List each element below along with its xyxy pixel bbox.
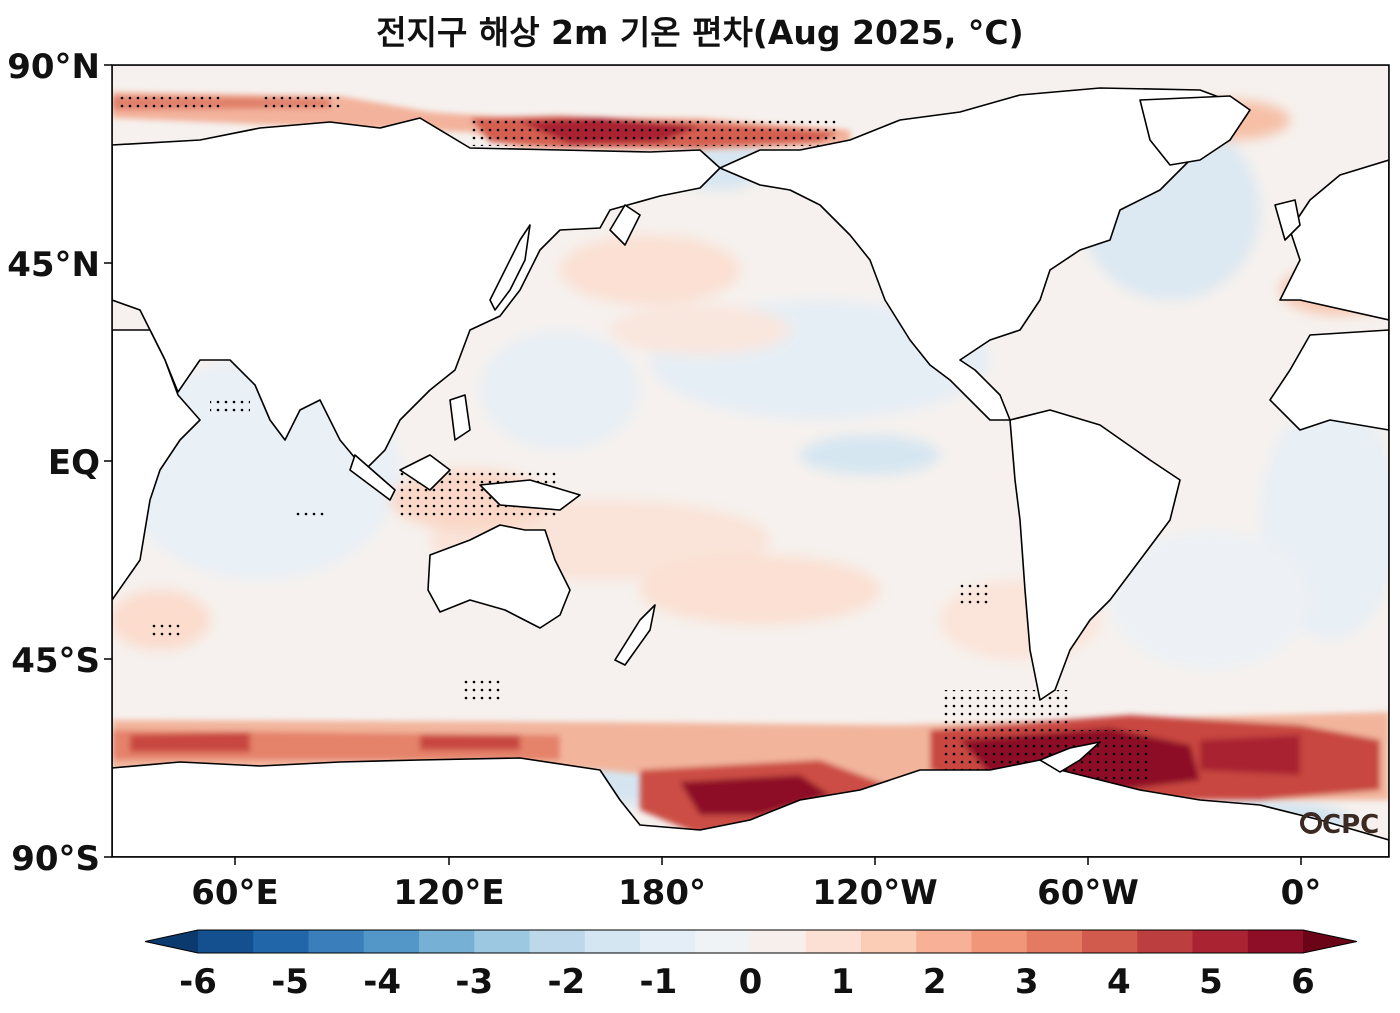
colorbar-extend-high <box>1303 930 1357 953</box>
lon-label-0: 0° <box>1281 873 1322 913</box>
colorbar-segment <box>695 930 751 953</box>
lon-label-120e: 120°E <box>393 873 504 913</box>
colorbar-tick-label: 2 <box>923 962 947 1002</box>
anomaly-field <box>112 65 1389 857</box>
colorbar-tick-label: 0 <box>739 962 763 1002</box>
lat-ticks <box>104 64 112 858</box>
colorbar-tick-label: 3 <box>1015 962 1039 1002</box>
colorbar-segment <box>805 930 862 953</box>
colorbar-tick-label: -2 <box>547 962 585 1002</box>
colorbar-segment <box>916 930 972 953</box>
colorbar-tick-label: -6 <box>179 962 217 1002</box>
colorbar-tick-label: -1 <box>640 962 678 1002</box>
colorbar-tick-label: 4 <box>1107 962 1131 1002</box>
colorbar-segment <box>253 930 309 953</box>
colorbar-tick-label: -3 <box>455 962 493 1002</box>
colorbar-segment <box>198 930 254 953</box>
lat-label-45n: 45°N <box>7 245 100 285</box>
colorbar-segment <box>861 930 917 953</box>
colorbar-tick-label: 1 <box>831 962 855 1002</box>
map-title: 전지구 해상 2m 기온 편차(Aug 2025, °C) <box>376 13 1024 52</box>
colorbar-segment <box>640 930 696 953</box>
colorbar-segment <box>1026 930 1083 953</box>
lon-label-120w: 120°W <box>812 873 937 913</box>
colorbar-outline <box>144 929 1358 954</box>
colorbar-segment <box>1192 930 1249 953</box>
colorbar-tick-label: -4 <box>363 962 401 1002</box>
lat-label-90n: 90°N <box>7 47 100 87</box>
colorbar-segment <box>1247 930 1304 953</box>
lon-label-60e: 60°E <box>191 873 279 913</box>
colorbar-segment <box>529 930 586 953</box>
land-masses <box>112 87 1389 857</box>
lat-label-45s: 45°S <box>11 641 100 681</box>
lat-label-90s: 90°S <box>11 839 100 879</box>
colorbar-tick-label: 6 <box>1291 962 1315 1002</box>
colorbar-segment <box>363 930 420 953</box>
colorbar-extend-low <box>145 930 198 953</box>
colorbar-segment <box>308 930 365 953</box>
lon-label-180: 180° <box>618 873 706 913</box>
colorbar-segment <box>1137 930 1193 953</box>
colorbar: -6 -5 -4 -3 -2 -1 0 1 2 3 4 5 6 <box>144 929 1358 1002</box>
colorbar-tick-label: -5 <box>271 962 309 1002</box>
colorbar-segment <box>474 930 530 953</box>
lat-label-eq: EQ <box>48 443 100 483</box>
lon-label-60w: 60°W <box>1037 873 1139 913</box>
cpc-logo-text: CPC <box>1322 810 1379 840</box>
lon-ticks <box>234 857 1302 865</box>
colorbar-tick-label: 5 <box>1199 962 1223 1002</box>
colorbar-segment <box>419 930 475 953</box>
colorbar-segment <box>584 930 641 953</box>
colorbar-segment <box>971 930 1028 953</box>
colorbar-segment <box>1082 930 1138 953</box>
cpc-logo: CPC <box>1300 810 1379 840</box>
colorbar-segment <box>750 930 807 953</box>
